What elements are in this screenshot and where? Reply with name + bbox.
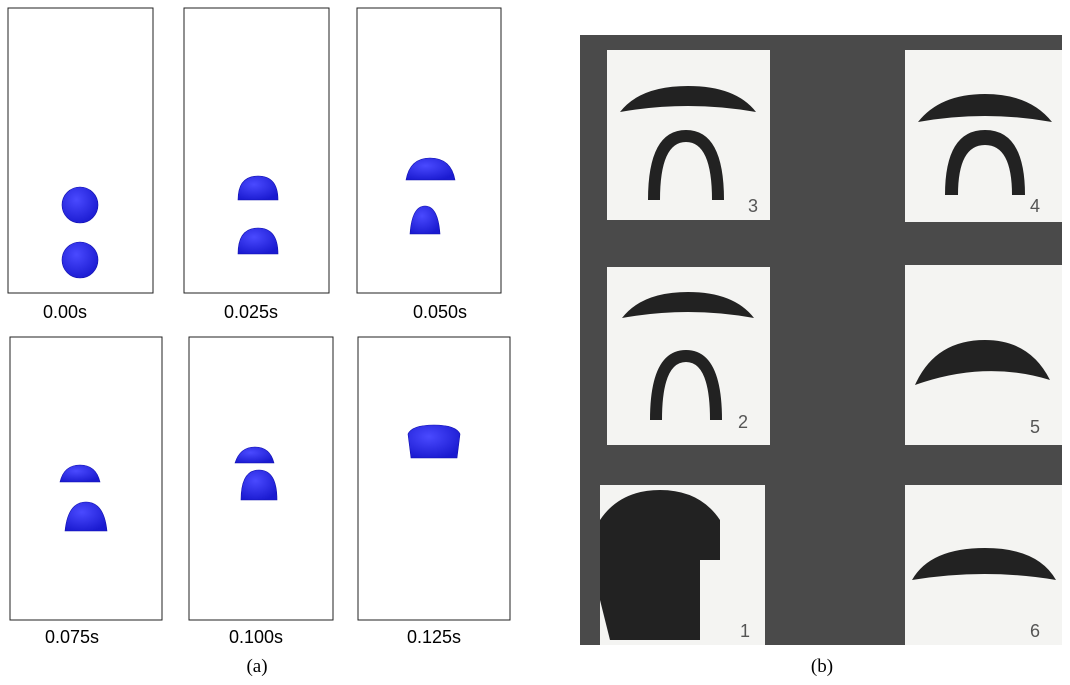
- panel-b: 3 4 2 5 1 6 (b): [580, 35, 1062, 677]
- photo-number: 4: [1030, 196, 1040, 216]
- drop: [62, 242, 98, 278]
- frame: [357, 8, 501, 293]
- time-label: 0.050s: [413, 302, 467, 322]
- time-label: 0.100s: [229, 627, 283, 647]
- photo-number: 5: [1030, 417, 1040, 437]
- panel-a: 0.00s 0.025s 0.050s 0.075s 0.100s 0.125s…: [8, 8, 510, 677]
- time-label: 0.125s: [407, 627, 461, 647]
- caption: (b): [811, 656, 833, 677]
- frame: [358, 337, 510, 620]
- figure: 0.00s 0.025s 0.050s 0.075s 0.100s 0.125s…: [0, 0, 1070, 685]
- photo-number: 2: [738, 412, 748, 432]
- drop: [62, 187, 98, 223]
- caption: (a): [246, 656, 267, 677]
- photo-number: 3: [748, 196, 758, 216]
- time-label: 0.075s: [45, 627, 99, 647]
- photo-number: 1: [740, 621, 750, 641]
- drop: [408, 425, 460, 458]
- time-label: 0.025s: [224, 302, 278, 322]
- photo-number: 6: [1030, 621, 1040, 641]
- time-label: 0.00s: [43, 302, 87, 322]
